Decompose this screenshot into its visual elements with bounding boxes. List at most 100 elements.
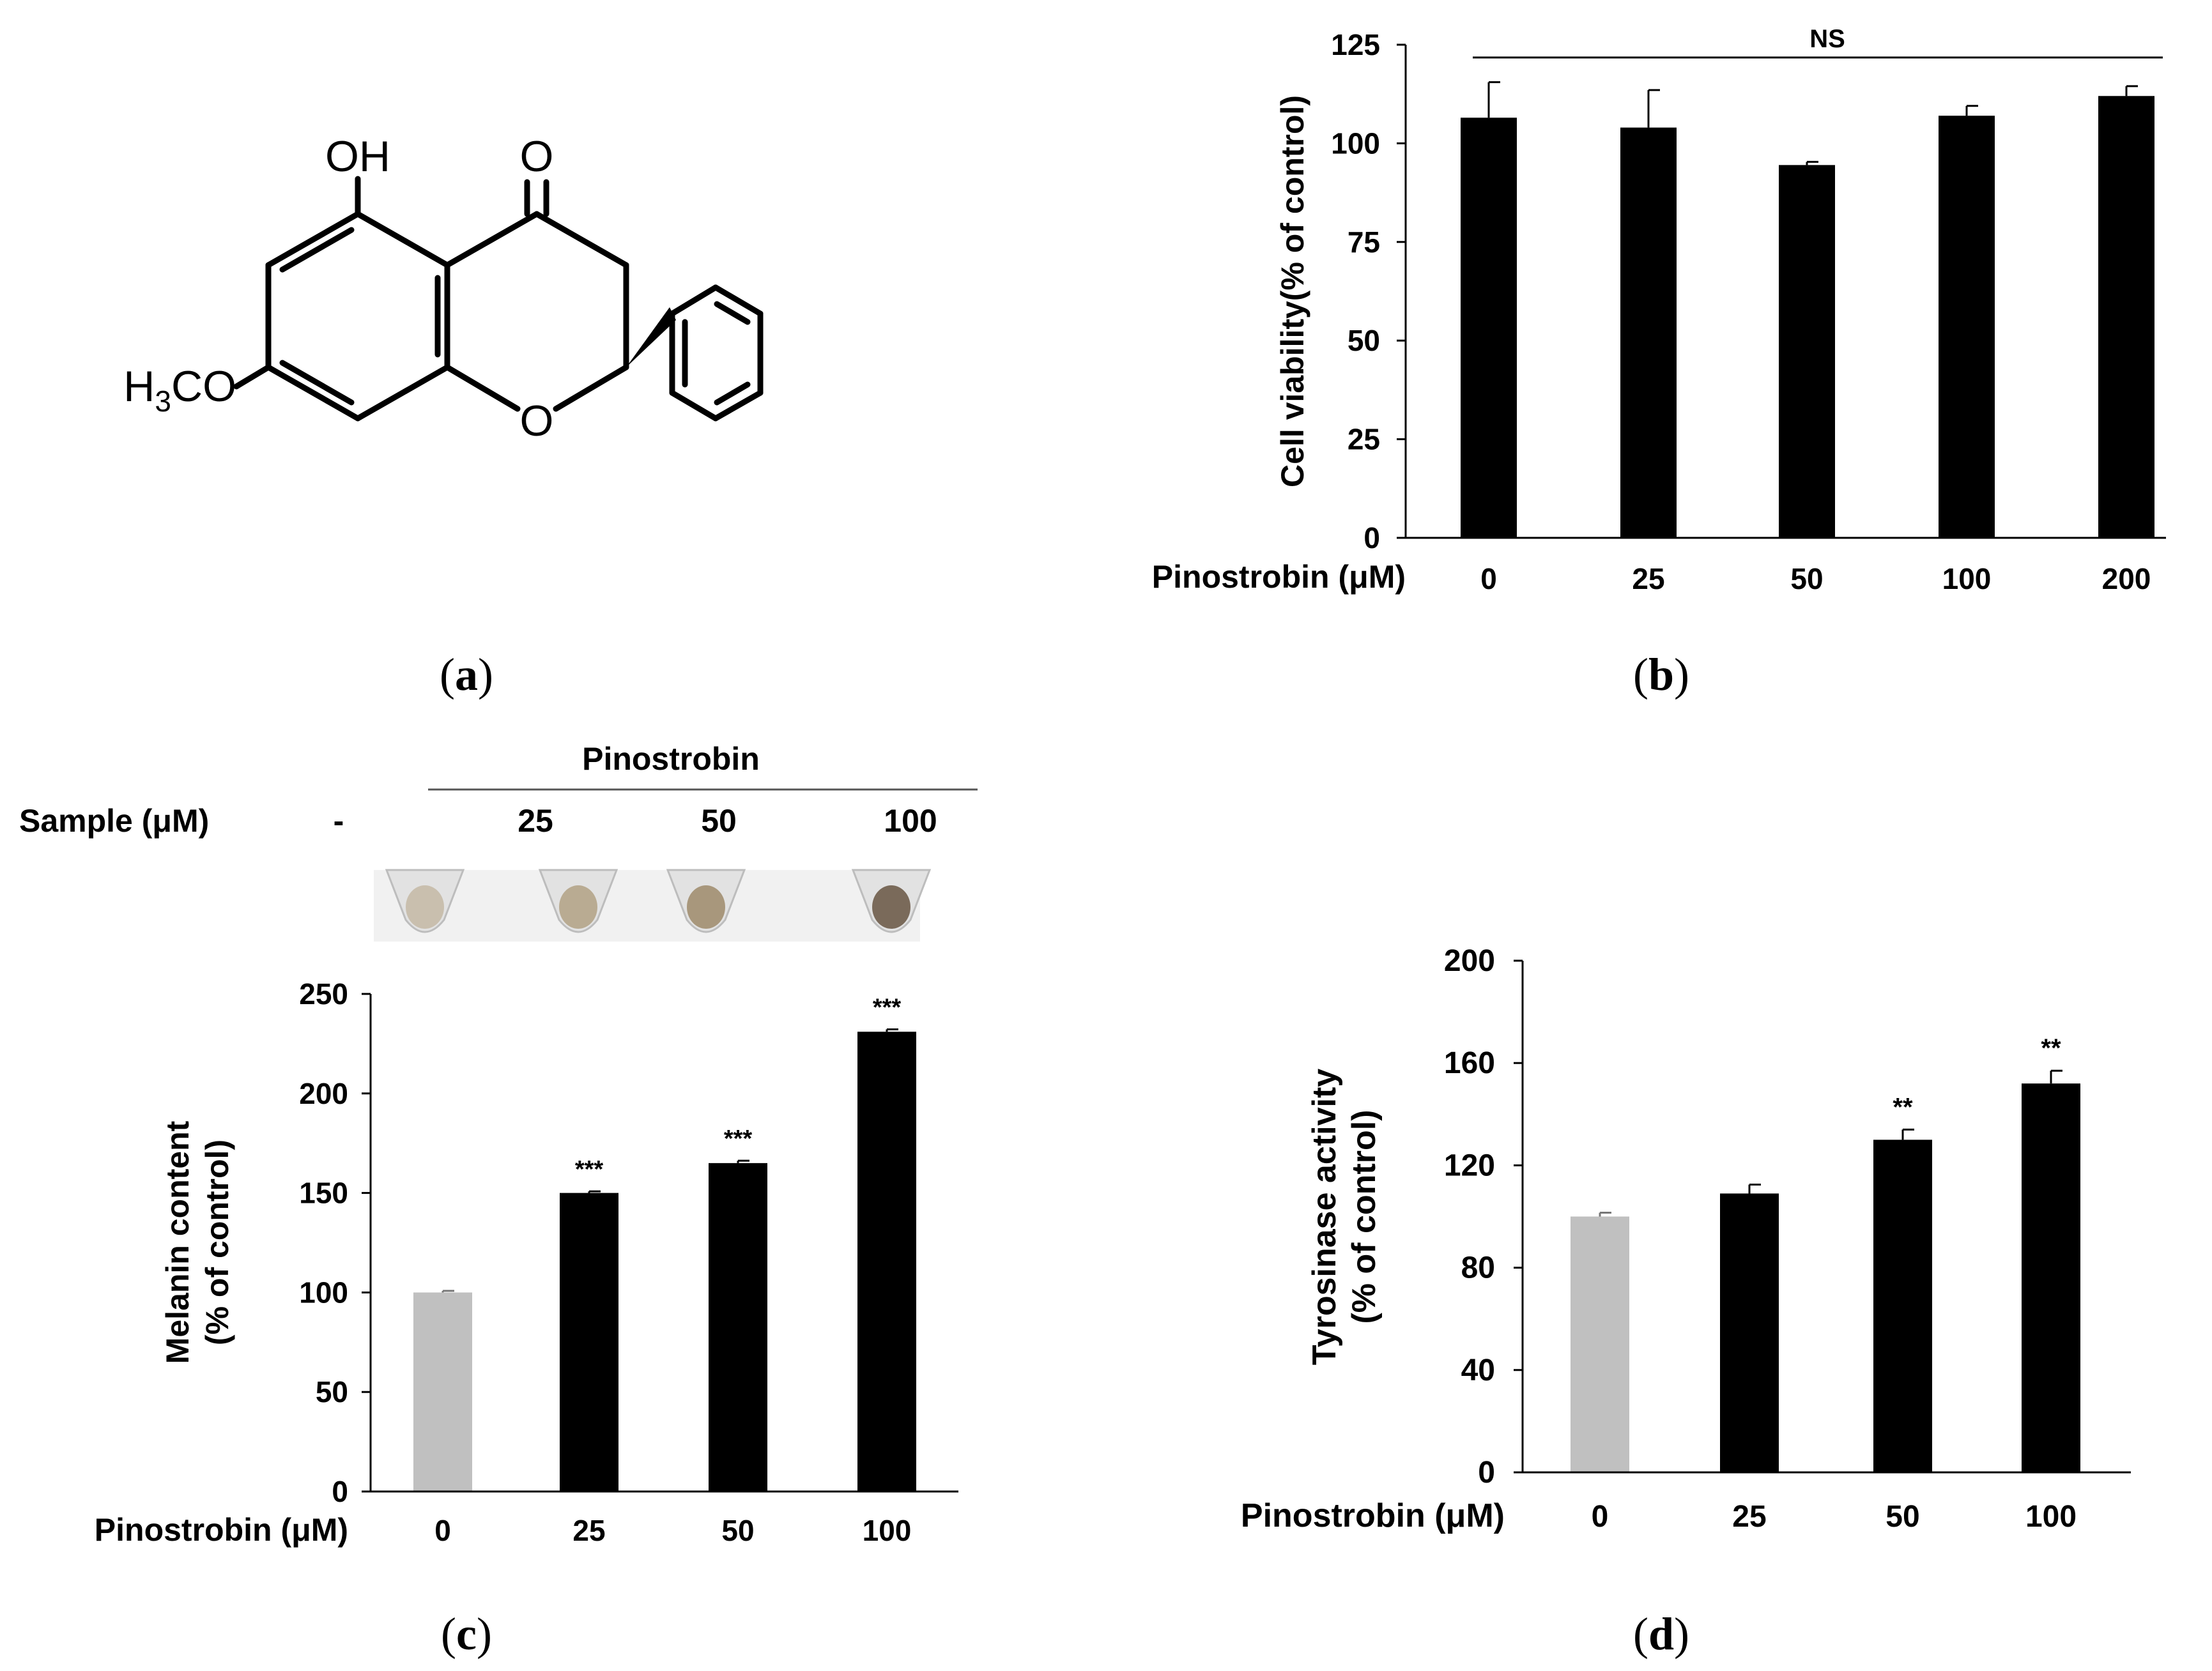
y-tick-label: 150: [299, 1177, 348, 1210]
x-tick-label: 0: [1592, 1500, 1609, 1534]
panel-a-label: (a): [440, 649, 493, 700]
melanin-pellet: [559, 885, 597, 929]
chart-c-annotations: *** *** ***: [575, 994, 902, 1183]
bar-50: [1779, 165, 1835, 538]
chemical-structure: [233, 176, 764, 422]
chart-d-ytick-labels: 0 40 80 120 160 200: [1444, 944, 1523, 1490]
chart-d-bars: [1571, 1069, 2080, 1472]
y-tick-label: 50: [316, 1375, 348, 1408]
panel-c-letter: c: [456, 1608, 477, 1660]
photo-column-50: 50: [701, 803, 737, 839]
keto-oxygen-label: O: [520, 132, 554, 181]
bond: [534, 211, 629, 268]
bond: [712, 284, 764, 317]
photo-group-label: Pinostrobin: [582, 741, 760, 777]
chart-b-bars: [1461, 81, 2154, 538]
x-tick-label: 50: [721, 1514, 754, 1547]
y-tick-label: 0: [1478, 1456, 1495, 1490]
y-tick-label: 200: [1444, 944, 1495, 978]
photo-pellets: [385, 869, 932, 933]
bar-100: [1939, 116, 1995, 538]
bar-100: [857, 1032, 916, 1492]
y-tick-label: 50: [1348, 324, 1380, 357]
y-tick-label: 160: [1444, 1046, 1495, 1080]
double-bond: [279, 227, 355, 273]
chart-d-ylabel-line1: Tyrosinase activity: [1306, 1069, 1343, 1365]
y-tick-label: 100: [1331, 126, 1380, 160]
bond: [233, 364, 272, 390]
oh-label: OH: [325, 132, 390, 181]
chart-d-annotations: ** **: [1893, 1034, 2061, 1121]
y-tick-label: 75: [1348, 225, 1380, 259]
chart-c-xtick-labels: 0 25 50 100: [434, 1514, 911, 1547]
methoxy-h: H: [123, 362, 155, 411]
melanin-pellet: [872, 885, 910, 929]
double-bond: [279, 360, 355, 406]
significance-marker: **: [2041, 1034, 2061, 1062]
melanin-pellet-photo: [374, 869, 932, 942]
chart-c-ylabel-line2: (% of control): [199, 1140, 235, 1345]
y-tick-label: 40: [1461, 1354, 1495, 1387]
x-tick-label: 50: [1790, 562, 1823, 595]
bar-50: [1873, 1140, 1932, 1472]
x-tick-label: 25: [572, 1514, 605, 1547]
y-tick-label: 80: [1461, 1251, 1495, 1285]
panel-d-letter: d: [1648, 1608, 1674, 1660]
y-tick-label: 0: [332, 1475, 348, 1508]
ring-oxygen-label: O: [520, 397, 554, 445]
photo-header: Pinostrobin Sample (μM) - 25 50 100: [19, 741, 978, 839]
bar-0: [1571, 1216, 1629, 1472]
bond: [444, 211, 540, 268]
bar-50: [709, 1163, 767, 1492]
x-tick-label: 50: [1886, 1500, 1919, 1534]
significance-marker: ***: [873, 994, 902, 1021]
y-tick-label: 125: [1331, 28, 1380, 61]
bond: [712, 390, 764, 422]
x-tick-label: 100: [2025, 1500, 2077, 1534]
x-tick-label: 0: [1480, 562, 1497, 595]
methoxy-label: H3CO: [123, 362, 236, 418]
chart-b-ylabel: Cell viability(% of control): [1275, 95, 1310, 487]
x-tick-label: 0: [434, 1514, 451, 1547]
significance-marker: **: [1893, 1093, 1913, 1121]
chart-b-xtick-labels: 0 25 50 100 200: [1480, 562, 2151, 595]
melanin-pellet: [687, 885, 725, 929]
bar-100: [2022, 1083, 2080, 1472]
y-tick-label: 100: [299, 1276, 348, 1309]
chart-c-ylabel: Melanin content (% of control): [160, 1120, 235, 1364]
bond: [553, 364, 629, 412]
chart-b-xlabel: Pinostrobin (μM): [1152, 559, 1406, 595]
bond: [444, 364, 521, 412]
panel-b-label: (b): [1633, 649, 1689, 700]
photo-column-25: 25: [518, 803, 553, 839]
panel-d-label: (d): [1633, 1608, 1689, 1660]
chart-c-ylabel-line1: Melanin content: [160, 1120, 196, 1364]
x-tick-label: 100: [863, 1514, 912, 1547]
significance-marker: ***: [575, 1156, 604, 1183]
x-tick-label: 100: [1942, 562, 1992, 595]
structure-labels: OH O O H3CO: [123, 132, 553, 445]
x-tick-label: 25: [1632, 562, 1664, 595]
photo-column-none: -: [334, 803, 344, 839]
methoxy-subscript: 3: [155, 385, 171, 418]
bond: [265, 364, 361, 422]
methoxy-co: CO: [171, 362, 236, 411]
double-bond: [714, 381, 751, 406]
chart-d-xtick-labels: 0 25 50 100: [1592, 1500, 2077, 1534]
chart-c-ytick-labels: 0 50 100 150 200 250: [299, 977, 371, 1508]
y-tick-label: 120: [1444, 1148, 1495, 1182]
bond: [355, 211, 450, 268]
photo-column-100: 100: [884, 803, 937, 839]
bond: [355, 364, 450, 422]
bar-0: [1461, 118, 1517, 538]
melanin-pellet: [406, 885, 444, 929]
significance-marker: ***: [724, 1125, 753, 1152]
y-tick-label: 0: [1363, 521, 1380, 554]
x-tick-label: 200: [2102, 562, 2151, 595]
chart-c-xlabel: Pinostrobin (μM): [95, 1512, 348, 1548]
bar-25: [1720, 1193, 1779, 1472]
y-tick-label: 200: [299, 1077, 348, 1110]
photo-background: [374, 870, 920, 942]
x-tick-label: 25: [1732, 1500, 1766, 1534]
